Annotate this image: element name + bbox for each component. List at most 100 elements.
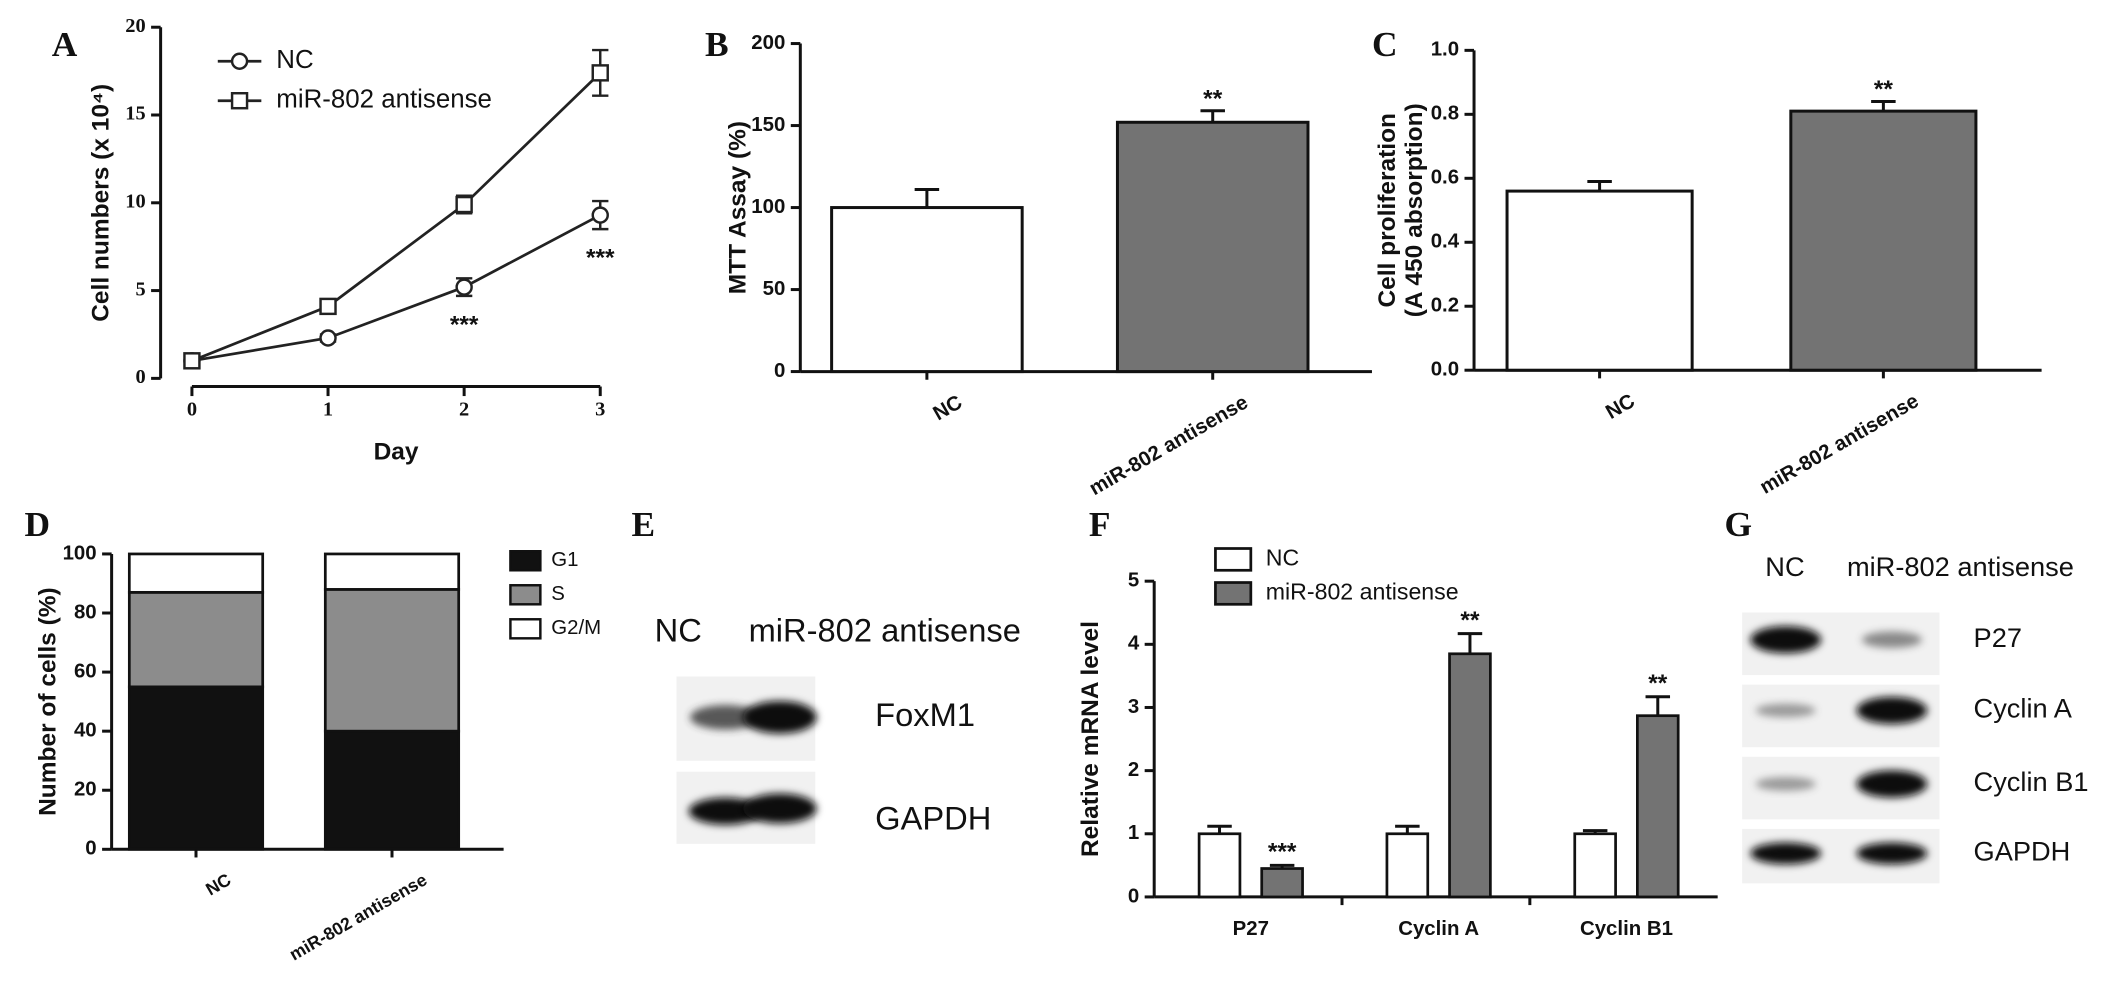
y-tick-label: 50 xyxy=(763,278,786,300)
marker xyxy=(591,64,609,82)
marker xyxy=(319,297,337,316)
x-tick-label: Cyclin B1 xyxy=(1580,918,1673,940)
significance: ** xyxy=(1874,76,1894,103)
protein-label: FoxM1 xyxy=(875,696,975,733)
protein-label: P27 xyxy=(1974,622,2022,653)
bar xyxy=(1385,832,1430,899)
x-tick-label: 2 xyxy=(459,399,469,421)
y-tick-label: 100 xyxy=(751,196,785,218)
y-tick-label: 100 xyxy=(63,542,97,564)
y-tick-label: 5 xyxy=(1128,570,1139,592)
legend-swatch xyxy=(509,584,542,606)
y-tick-label: 0.6 xyxy=(1431,167,1459,189)
legend-label: S xyxy=(551,583,565,605)
x-tick-label: 0 xyxy=(187,399,197,421)
bar-segment xyxy=(323,588,461,733)
legend-label: G1 xyxy=(551,549,578,571)
marker xyxy=(230,92,249,110)
bar-segment xyxy=(323,729,461,851)
legend-label: G2/M xyxy=(551,617,601,639)
panel-label: E xyxy=(632,504,656,544)
y-tick-label: 0 xyxy=(85,838,96,860)
marker xyxy=(591,206,609,224)
bar xyxy=(1636,714,1680,899)
marker xyxy=(455,278,473,296)
significance: *** xyxy=(1268,839,1297,866)
bar xyxy=(1260,867,1304,899)
panel-label: A xyxy=(52,24,78,64)
y-tick-label: 3 xyxy=(1128,696,1139,718)
x-tick-label: Cyclin A xyxy=(1398,918,1479,940)
y-tick-label: 20 xyxy=(125,15,145,37)
panel-label: F xyxy=(1089,504,1111,544)
blot-e: E NC miR-802 antisense FoxM1 GAPDH xyxy=(632,504,1021,844)
marker xyxy=(230,52,249,70)
y-tick-label: 0.8 xyxy=(1431,103,1459,125)
y-tick-label: 0 xyxy=(1128,885,1139,907)
y-tick-label: 150 xyxy=(751,114,785,136)
y-tick-label: 15 xyxy=(125,103,145,125)
band xyxy=(688,797,763,825)
panel-label: B xyxy=(705,24,729,64)
blot-g: G NC miR-802 antisense P27 Cyclin A Cycl… xyxy=(1724,504,2089,884)
panel-label: G xyxy=(1724,504,1752,544)
x-axis-title: Day xyxy=(374,439,419,466)
bar xyxy=(1448,652,1492,899)
y-tick-label: 4 xyxy=(1128,633,1140,655)
y-axis-title: Cell proliferation xyxy=(1374,113,1401,308)
significance: ** xyxy=(1460,607,1480,634)
lane-label: miR-802 antisense xyxy=(749,612,1021,649)
significance: ** xyxy=(1203,85,1223,112)
y-axis-title: Number of cells (%) xyxy=(34,587,61,816)
y-tick-label: 5 xyxy=(135,278,145,300)
marker xyxy=(319,329,337,347)
y-tick-label: 0.2 xyxy=(1431,295,1459,317)
y-tick-label: 2 xyxy=(1128,759,1139,781)
band xyxy=(1755,703,1816,718)
bar xyxy=(830,206,1024,374)
panel-label: D xyxy=(25,504,51,544)
y-tick-label: 0 xyxy=(774,360,785,382)
bar-segment xyxy=(323,552,461,591)
band xyxy=(1750,842,1822,865)
legend-swatch xyxy=(1214,547,1253,572)
legend-swatch xyxy=(509,550,542,572)
y-tick-label: 200 xyxy=(751,32,785,54)
y-tick-label: 1.0 xyxy=(1431,39,1459,61)
y-tick-label: 0.4 xyxy=(1431,231,1460,253)
bar xyxy=(1115,120,1310,374)
y-axis-title: MTT Assay (%) xyxy=(725,121,752,294)
y-axis-title: Relative mRNA level xyxy=(1077,621,1104,857)
band xyxy=(1856,842,1928,865)
band xyxy=(1856,696,1928,725)
lane-label: NC xyxy=(655,612,702,649)
band xyxy=(1861,631,1922,648)
band xyxy=(1755,777,1816,791)
panel-label: C xyxy=(1372,24,1398,64)
protein-label: GAPDH xyxy=(875,799,991,836)
bar xyxy=(1197,832,1242,899)
marker xyxy=(183,352,201,370)
x-tick-label: NC xyxy=(202,869,234,899)
x-tick-label: miR-802 antisense xyxy=(286,869,431,964)
x-tick-label: miR-802 antisense xyxy=(1086,391,1252,500)
band xyxy=(743,793,817,824)
y-axis-title: (A 450 absorption) xyxy=(1401,103,1428,317)
band xyxy=(690,705,761,730)
bar xyxy=(1573,832,1617,899)
y-axis-title: Cell numbers (x 10⁴) xyxy=(88,84,115,322)
x-tick-label: P27 xyxy=(1233,918,1269,940)
x-tick-label: miR-802 antisense xyxy=(1756,390,1922,499)
significance: *** xyxy=(586,245,615,272)
bar-segment xyxy=(127,590,265,689)
bar-segment xyxy=(127,685,265,851)
protein-label: Cyclin A xyxy=(1974,693,2073,724)
x-tick-label: NC xyxy=(930,391,967,425)
y-tick-label: 20 xyxy=(74,779,97,801)
y-tick-label: 0 xyxy=(135,366,145,388)
y-tick-label: 0.0 xyxy=(1431,359,1459,381)
lane-label: NC xyxy=(1765,551,1804,582)
legend-swatch xyxy=(509,618,542,640)
band xyxy=(1856,770,1928,798)
